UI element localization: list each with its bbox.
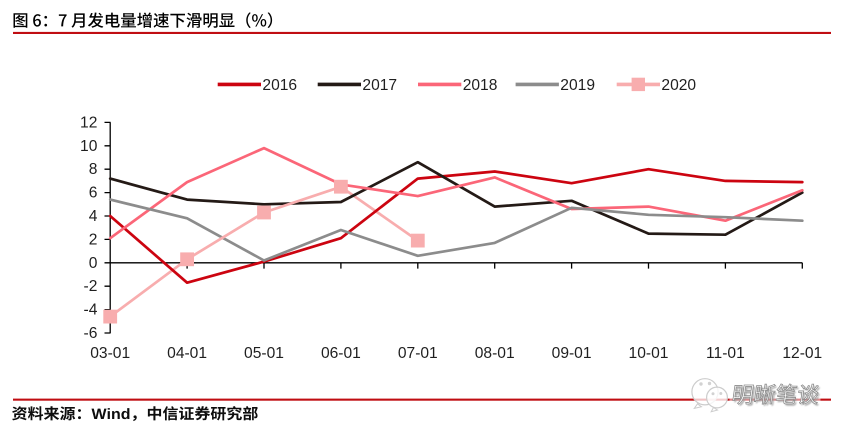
svg-text:10-01: 10-01: [629, 345, 669, 362]
svg-text:6: 6: [89, 185, 98, 202]
svg-text:2020: 2020: [661, 77, 696, 94]
svg-text:2017: 2017: [362, 77, 397, 94]
svg-text:12-01: 12-01: [782, 345, 822, 362]
svg-text:12: 12: [80, 114, 97, 131]
svg-text:05-01: 05-01: [244, 345, 284, 362]
svg-text:03-01: 03-01: [90, 345, 130, 362]
svg-text:09-01: 09-01: [552, 345, 592, 362]
svg-text:8: 8: [89, 161, 98, 178]
svg-text:11-01: 11-01: [706, 345, 745, 362]
svg-text:2019: 2019: [560, 77, 595, 94]
svg-text:0: 0: [89, 255, 98, 272]
svg-text:4: 4: [89, 208, 98, 225]
svg-text:-2: -2: [84, 278, 98, 295]
svg-text:2: 2: [89, 231, 98, 248]
svg-text:08-01: 08-01: [475, 345, 515, 362]
svg-text:07-01: 07-01: [398, 345, 438, 362]
svg-text:06-01: 06-01: [321, 345, 361, 362]
svg-text:2018: 2018: [463, 77, 498, 94]
svg-text:-4: -4: [84, 302, 98, 319]
svg-text:2016: 2016: [262, 77, 297, 94]
svg-text:04-01: 04-01: [167, 345, 207, 362]
svg-text:-6: -6: [84, 325, 98, 342]
svg-text:10: 10: [80, 138, 98, 155]
